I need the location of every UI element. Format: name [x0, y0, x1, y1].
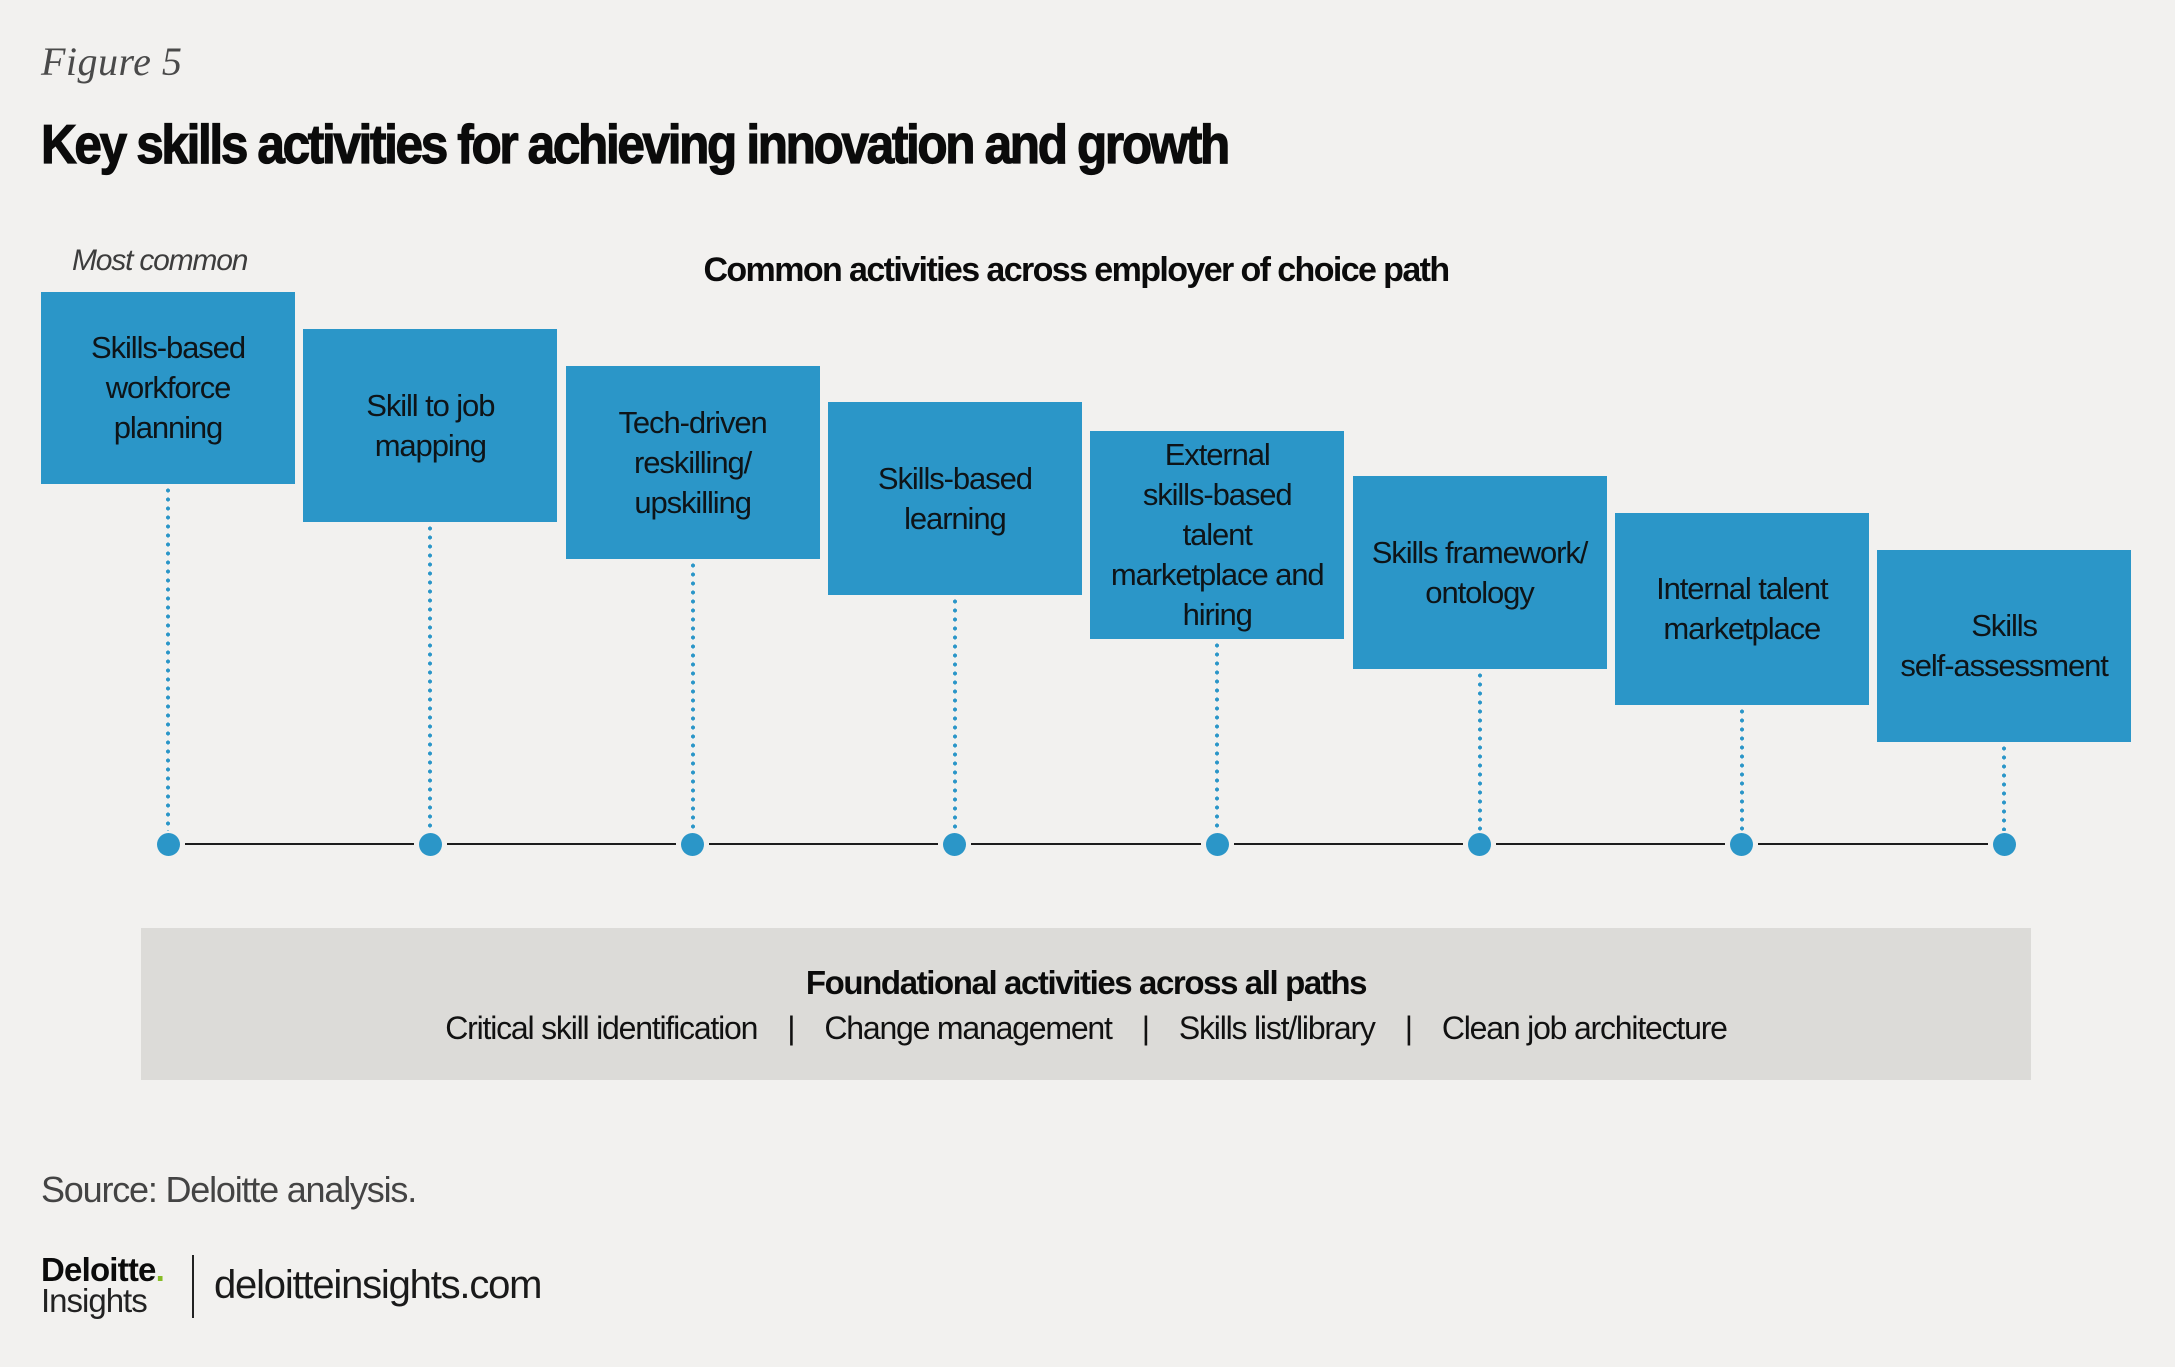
foundational-item: Critical skill identification	[445, 1010, 758, 1046]
dotted-connector	[428, 524, 433, 831]
timeline-dot	[943, 832, 967, 856]
activity-label: Tech-driven reskilling/ upskilling	[618, 404, 768, 520]
most-common-label: Most common	[72, 244, 248, 277]
activity-label: Skills self-assessment	[1900, 608, 2109, 683]
dotted-connector	[2002, 744, 2007, 831]
site-url[interactable]: deloitteinsights.com	[214, 1263, 542, 1307]
activity-label: Skills-based workforce planning	[91, 330, 246, 445]
activity-box: Skill to job mapping	[303, 329, 558, 522]
timeline-dot	[1992, 832, 2016, 856]
timeline-segment	[971, 842, 1201, 846]
dotted-connector	[690, 561, 695, 831]
foundational-activities-panel: Foundational activities across all paths…	[141, 928, 2031, 1080]
activity-box: Tech-driven reskilling/ upskilling	[565, 366, 820, 559]
foundational-item: Skills list/library	[1178, 1010, 1376, 1046]
dotted-connector	[166, 486, 170, 831]
timeline-segment	[1496, 842, 1726, 846]
timeline-dot	[1468, 832, 1491, 856]
foundational-heading: Foundational activities across all paths	[805, 964, 1368, 1001]
source-note: Source: Deloitte analysis.	[41, 1169, 417, 1210]
activity-box: Internal talent marketplace	[1614, 513, 1869, 705]
foundational-items: Critical skill identification | Change man…	[141, 1007, 2031, 1049]
separator: |	[787, 1010, 795, 1046]
logo-dot: .	[155, 1251, 165, 1288]
activity-label: Skills framework/ ontology	[1371, 534, 1589, 610]
foundational-item: Change management	[824, 1010, 1113, 1046]
deloitte-logo: Deloitte.	[41, 1251, 165, 1288]
separator: |	[1404, 1010, 1413, 1046]
logo-brand: Deloitte	[41, 1251, 156, 1288]
dotted-connector	[1215, 641, 1220, 831]
dotted-connector	[1477, 671, 1482, 831]
page-title: Key skills activities for achieving inno…	[40, 112, 1230, 175]
logo-divider	[192, 1255, 194, 1318]
activity-label: External skills-based talent marketplace…	[1110, 437, 1325, 632]
activity-box: Skills self-assessment	[1877, 550, 2132, 742]
timeline-segment	[184, 842, 414, 846]
timeline-dot	[418, 832, 442, 856]
activity-box: Skills-based workforce planning	[41, 292, 295, 484]
logo-insights: Insights	[41, 1282, 148, 1319]
timeline-segment	[1233, 842, 1463, 846]
activity-box: External skills-based talent marketplace…	[1090, 431, 1345, 639]
dotted-connector	[952, 597, 957, 831]
activity-label: Internal talent marketplace	[1656, 571, 1828, 646]
activity-label: Skills-based learning	[877, 460, 1033, 536]
timeline-segment	[1758, 842, 1988, 846]
timeline-segment	[446, 842, 677, 846]
timeline-segment	[709, 842, 939, 846]
separator: |	[1141, 1010, 1150, 1046]
activity-label: Skill to job mapping	[366, 387, 495, 463]
foundational-item: Clean job architecture	[1441, 1010, 1728, 1046]
activity-box: Skills framework/ ontology	[1352, 476, 1607, 669]
timeline-dot	[681, 832, 705, 856]
figure-label: Figure 5	[41, 39, 183, 84]
common-activities-heading: Common activities across employer of cho…	[703, 251, 1450, 289]
timeline-dot	[1730, 832, 1754, 856]
dotted-connector	[1739, 707, 1744, 831]
timeline-dot	[156, 832, 180, 856]
activity-box: Skills-based learning	[827, 402, 1082, 595]
timeline-dot	[1205, 832, 1229, 856]
